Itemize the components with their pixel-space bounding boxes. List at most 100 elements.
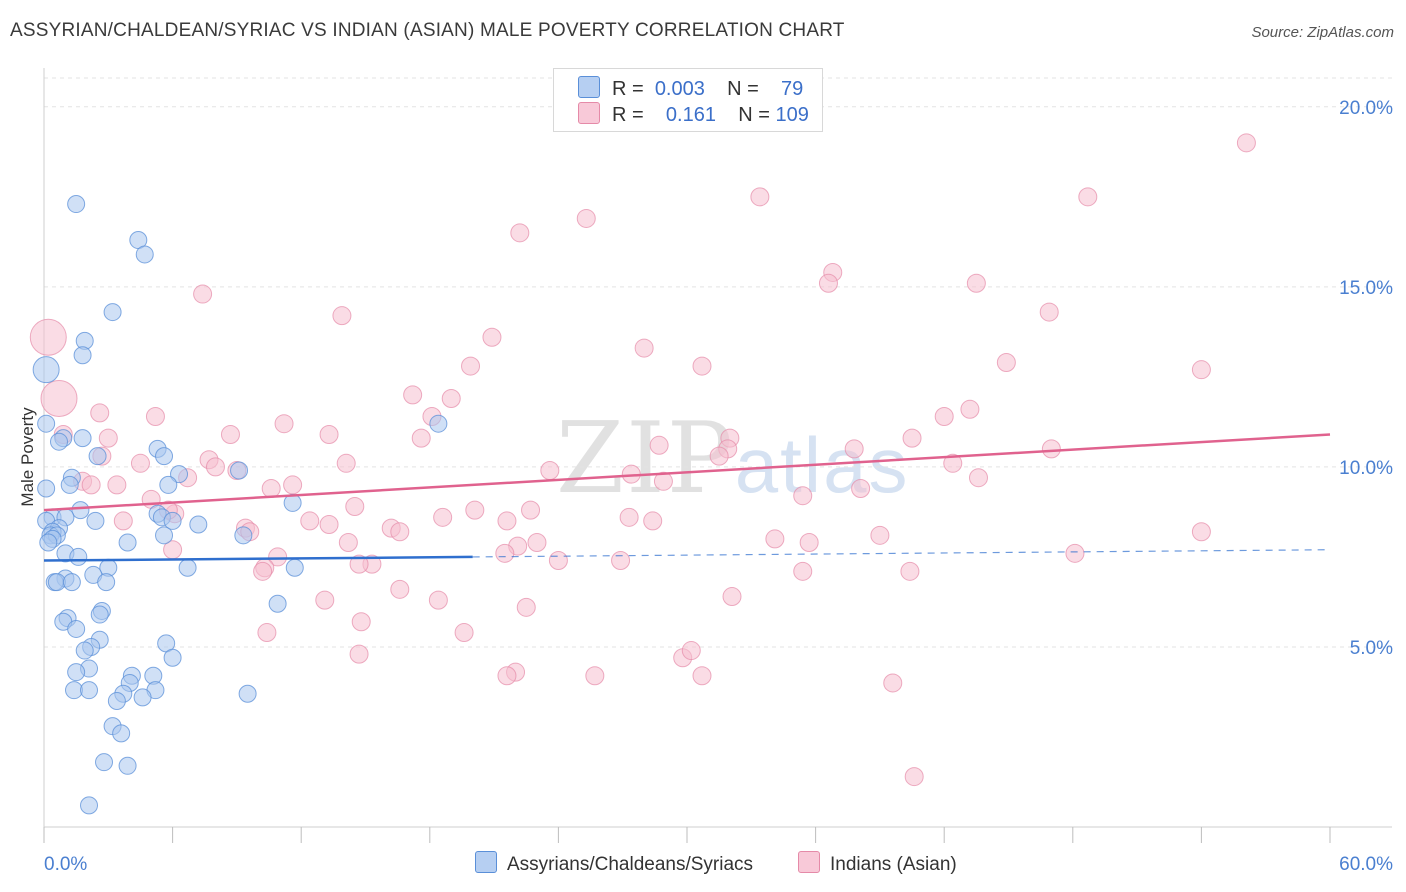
point-assyrians bbox=[75, 641, 94, 660]
point-assyrians bbox=[73, 429, 92, 448]
r-label-pink: R = bbox=[612, 104, 644, 126]
legend-swatch-blue bbox=[578, 76, 600, 98]
r-value-blue: 0.003 bbox=[654, 78, 705, 100]
point-indians bbox=[482, 327, 502, 347]
point-indians bbox=[1039, 302, 1059, 322]
point-indians bbox=[649, 435, 669, 455]
point-indians bbox=[261, 479, 281, 499]
series-assyrians-points bbox=[32, 195, 448, 815]
point-indians bbox=[883, 673, 903, 693]
point-assyrians bbox=[73, 346, 92, 365]
point-indians bbox=[576, 208, 596, 228]
n-value-pink: 109 bbox=[775, 104, 809, 126]
point-indians bbox=[681, 641, 701, 661]
point-indians bbox=[113, 511, 133, 531]
point-indians bbox=[145, 406, 165, 426]
point-assyrians bbox=[67, 619, 86, 638]
point-indians bbox=[966, 273, 986, 293]
point-assyrians bbox=[268, 594, 287, 613]
point-indians bbox=[904, 767, 924, 787]
source-label: Source: ZipAtlas.com bbox=[1251, 24, 1394, 41]
point-indians bbox=[900, 561, 920, 581]
point-indians bbox=[934, 406, 954, 426]
point-assyrians bbox=[112, 724, 131, 743]
point-assyrians bbox=[88, 447, 107, 466]
legend-item-assyrians: Assyrians/Chaldeans/Syriacs bbox=[475, 851, 753, 876]
point-indians bbox=[851, 479, 871, 499]
y-tick-label: 5.0% bbox=[1350, 638, 1393, 659]
x-tick-label-max: 60.0% bbox=[1339, 854, 1393, 875]
point-indians bbox=[336, 453, 356, 473]
point-assyrians bbox=[50, 432, 69, 451]
point-indians bbox=[332, 306, 352, 326]
point-indians bbox=[268, 547, 288, 567]
point-assyrians bbox=[133, 688, 152, 707]
r-label-blue: R = bbox=[612, 78, 644, 100]
trend-line-assyrians-dashed bbox=[472, 549, 1331, 558]
point-indians bbox=[257, 623, 277, 643]
point-indians bbox=[548, 551, 568, 571]
point-assyrians bbox=[80, 796, 99, 815]
y-tick-label: 15.0% bbox=[1339, 278, 1393, 299]
point-indians bbox=[274, 414, 294, 434]
point-assyrians bbox=[429, 414, 448, 433]
point-indians bbox=[205, 457, 225, 477]
point-assyrians bbox=[71, 501, 90, 520]
point-assyrians bbox=[285, 558, 304, 577]
point-indians bbox=[653, 471, 673, 491]
point-indians bbox=[692, 666, 712, 686]
point-assyrians bbox=[163, 511, 182, 530]
point-assyrians bbox=[65, 681, 84, 700]
y-tick-label: 10.0% bbox=[1339, 458, 1393, 479]
chart-title: ASSYRIAN/CHALDEAN/SYRIAC VS INDIAN (ASIA… bbox=[10, 20, 845, 41]
point-indians bbox=[497, 666, 517, 686]
point-indians bbox=[81, 475, 101, 495]
point-assyrians bbox=[37, 479, 56, 498]
point-indians bbox=[461, 356, 481, 376]
point-indians bbox=[709, 446, 729, 466]
point-indians bbox=[996, 352, 1016, 372]
point-assyrians bbox=[32, 356, 60, 384]
point-assyrians bbox=[170, 465, 189, 484]
point-indians bbox=[1065, 543, 1085, 563]
point-indians bbox=[300, 511, 320, 531]
point-assyrians bbox=[80, 681, 99, 700]
point-indians bbox=[765, 529, 785, 549]
point-indians bbox=[441, 388, 461, 408]
point-indians bbox=[943, 453, 963, 473]
n-value-blue: 79 bbox=[781, 78, 804, 100]
point-indians bbox=[643, 511, 663, 531]
point-assyrians bbox=[155, 447, 174, 466]
point-indians bbox=[220, 424, 240, 444]
point-indians bbox=[403, 385, 423, 405]
point-indians bbox=[107, 475, 127, 495]
r-value-pink: 0.161 bbox=[665, 104, 716, 126]
trend-lines bbox=[43, 433, 1331, 562]
point-assyrians bbox=[178, 558, 197, 577]
point-assyrians bbox=[118, 756, 137, 775]
point-indians bbox=[818, 273, 838, 293]
point-assyrians bbox=[234, 526, 253, 545]
legend-row-blue: R = 0.003 N = 79 bbox=[578, 76, 803, 100]
point-indians bbox=[465, 500, 485, 520]
tick-labels: 5.0% 10.0% 15.0% 20.0% 0.0% 60.0% bbox=[44, 98, 1393, 875]
point-indians bbox=[521, 500, 541, 520]
point-indians bbox=[454, 623, 474, 643]
grid-lines bbox=[44, 77, 1392, 648]
n-label-blue: N = bbox=[727, 78, 759, 100]
point-assyrians bbox=[118, 533, 137, 552]
point-indians bbox=[722, 587, 742, 607]
point-assyrians bbox=[69, 547, 88, 566]
watermark-zip: ZIP bbox=[556, 402, 735, 516]
point-indians bbox=[692, 356, 712, 376]
point-indians bbox=[510, 223, 530, 243]
point-assyrians bbox=[159, 475, 178, 494]
point-indians bbox=[349, 554, 369, 574]
point-indians bbox=[870, 525, 890, 545]
point-indians bbox=[315, 590, 335, 610]
point-indians bbox=[390, 579, 410, 599]
point-assyrians bbox=[230, 461, 249, 480]
point-assyrians bbox=[189, 515, 208, 534]
point-assyrians bbox=[135, 245, 154, 264]
point-indians bbox=[130, 453, 150, 473]
